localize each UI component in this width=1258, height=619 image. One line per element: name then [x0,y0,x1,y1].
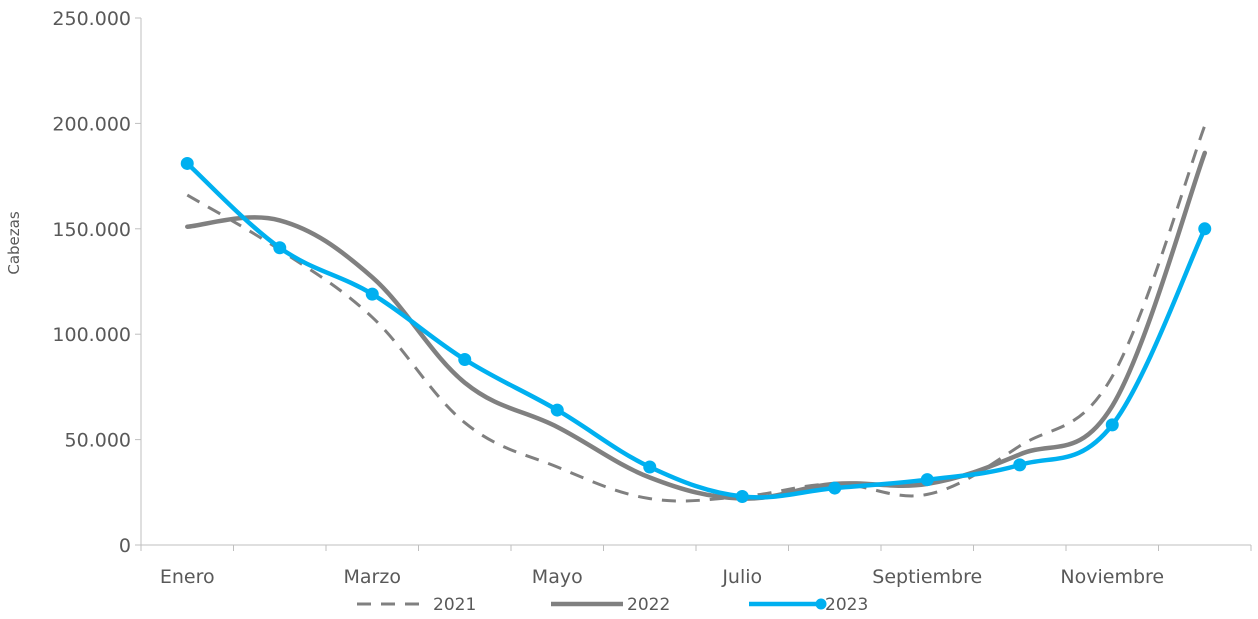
x-tick-label: Marzo [344,566,401,588]
data-point-2023-septiembre [920,473,934,487]
data-point-2023-octubre [1013,458,1027,472]
legend-label-2023: 2023 [825,595,868,615]
legend-label-2021: 2021 [433,595,476,615]
data-point-2023-enero [180,156,194,170]
legend-item-2021: 2021 [357,595,476,615]
legend-marker-2023 [815,598,827,610]
x-tick-label: Noviembre [1060,566,1164,588]
y-axis-title: Cabezas [5,211,23,274]
series-line-2023 [185,161,1208,500]
x-tick-label: Julio [721,566,762,588]
data-point-2023-abril [458,352,472,366]
series-line-2022 [185,150,1208,501]
data-point-2023-junio [643,460,657,474]
data-point-2023-marzo [365,287,379,301]
x-tick-label: Mayo [532,566,583,588]
series-layer [180,124,1212,504]
y-tick-label: 200.000 [52,113,131,135]
data-point-2023-diciembre [1198,222,1212,236]
x-axis: Enero Marzo Mayo Julio Septiembre Noviembre [140,544,1252,588]
y-axis: 0 50.000 100.000 150.000 200.000 250.000 [52,8,142,557]
data-point-2023-noviembre [1105,418,1119,432]
data-point-2023-febrero [273,241,287,255]
x-tick-label: Enero [160,566,215,588]
y-tick-label: 50.000 [65,430,131,452]
legend-item-2022: 2022 [551,595,670,615]
data-point-2023-mayo [550,403,564,417]
y-tick-label: 150.000 [52,219,131,241]
y-tick-label: 250.000 [52,8,131,30]
data-point-2023-agosto [828,481,842,495]
data-point-2023-julio [735,490,749,504]
legend-label-2022: 2022 [627,595,670,615]
series-line-2021 [186,124,1207,503]
x-tick-label: Septiembre [872,566,982,588]
series-2021 [186,124,1207,503]
series-2022 [185,150,1208,501]
y-tick-label: 100.000 [52,324,131,346]
legend-item-2023: 2023 [749,595,868,615]
y-tick-label: 0 [119,535,131,557]
series-2023 [180,156,1212,504]
legend: 2021 2022 2023 [357,595,868,615]
